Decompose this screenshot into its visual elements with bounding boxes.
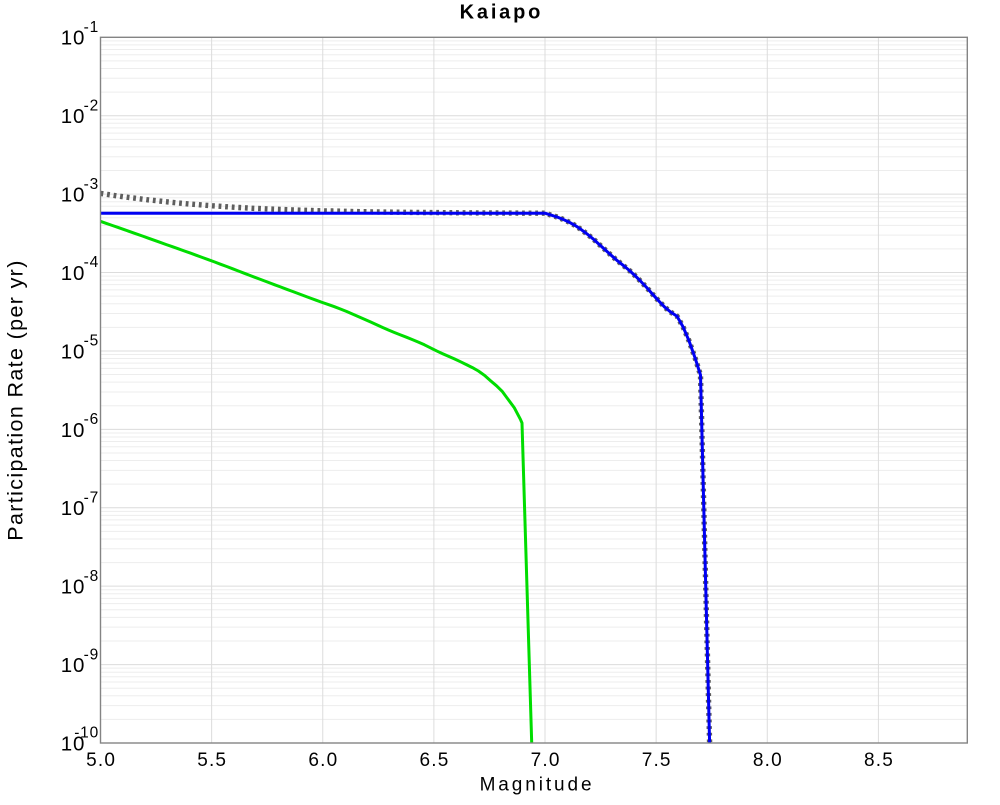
svg-text:10: 10 <box>61 654 86 677</box>
svg-text:-8: -8 <box>84 568 99 585</box>
svg-text:10: 10 <box>61 105 86 128</box>
svg-text:6.0: 6.0 <box>308 750 338 771</box>
svg-text:10: 10 <box>61 419 86 442</box>
svg-text:6.5: 6.5 <box>419 750 449 771</box>
svg-text:10: 10 <box>61 497 86 520</box>
svg-text:Participation Rate (per yr): Participation Rate (per yr) <box>4 259 28 540</box>
svg-text:-6: -6 <box>84 411 99 428</box>
svg-text:-2: -2 <box>84 97 99 114</box>
svg-text:Kaiapo: Kaiapo <box>460 2 543 24</box>
svg-text:10: 10 <box>61 576 86 599</box>
svg-text:-1: -1 <box>84 19 99 36</box>
svg-text:-9: -9 <box>84 646 99 663</box>
svg-text:8.0: 8.0 <box>753 750 783 771</box>
svg-text:10: 10 <box>61 732 86 755</box>
svg-text:-10: -10 <box>74 725 99 742</box>
svg-text:Magnitude: Magnitude <box>480 775 595 796</box>
svg-text:10: 10 <box>61 184 86 207</box>
svg-text:-3: -3 <box>84 176 99 193</box>
svg-text:-4: -4 <box>84 254 99 271</box>
svg-text:5.5: 5.5 <box>197 750 227 771</box>
svg-text:5.0: 5.0 <box>86 750 116 771</box>
svg-text:10: 10 <box>61 262 86 285</box>
svg-text:10: 10 <box>61 27 86 50</box>
svg-text:8.5: 8.5 <box>864 750 894 771</box>
svg-text:-5: -5 <box>84 333 99 350</box>
svg-text:7.0: 7.0 <box>531 750 561 771</box>
svg-text:7.5: 7.5 <box>642 750 672 771</box>
svg-text:-7: -7 <box>84 490 99 507</box>
svg-text:10: 10 <box>61 340 86 363</box>
